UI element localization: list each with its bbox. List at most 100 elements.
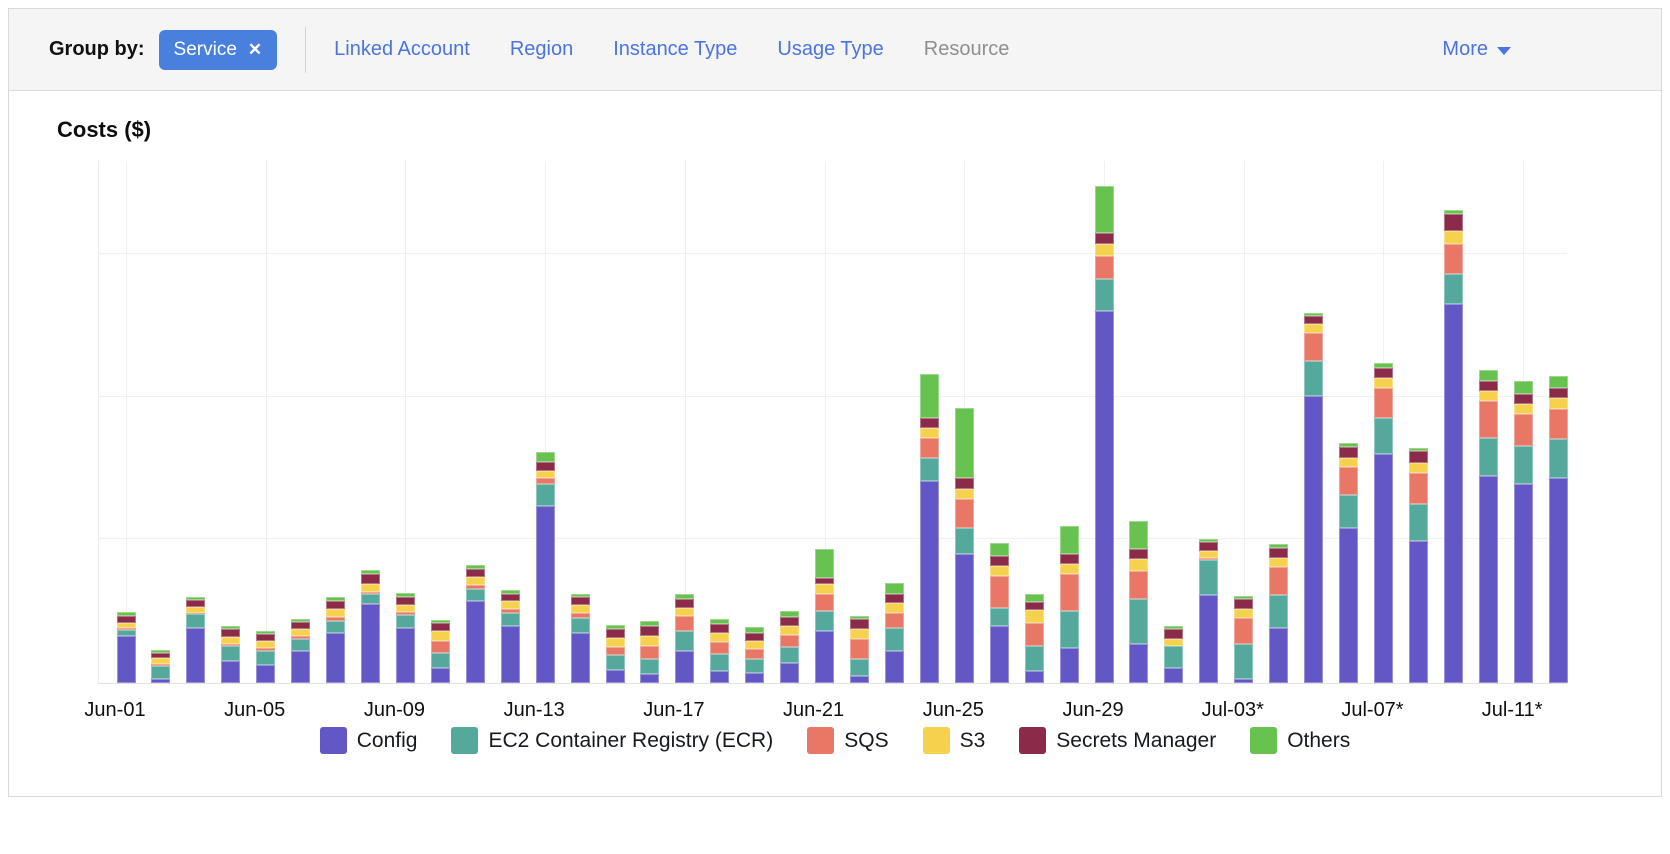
bar-segment-secrets-manager[interactable] [954,478,974,489]
bar-segment-s3[interactable] [815,584,835,594]
bar-segment-secrets-manager[interactable] [815,578,835,584]
bar-segment-ec2-container-registry-ecr-[interactable] [326,621,346,633]
bar-segment-secrets-manager[interactable] [1339,447,1359,458]
bar-segment-secrets-manager[interactable] [1478,381,1498,391]
bar-segment-others[interactable] [1059,526,1079,554]
bar-segment-others[interactable] [1304,313,1324,316]
bar-jun-27[interactable] [1024,594,1044,683]
bar-jun-30[interactable] [1129,521,1149,683]
bar-segment-s3[interactable] [465,577,485,585]
bar-segment-secrets-manager[interactable] [221,629,241,637]
bar-segment-ec2-container-registry-ecr-[interactable] [884,628,904,651]
bar-segment-ec2-container-registry-ecr-[interactable] [465,589,485,601]
bar-segment-others[interactable] [116,612,136,616]
bar-jun-26[interactable] [989,543,1009,683]
bar-segment-config[interactable] [116,636,136,683]
bar-segment-s3[interactable] [1024,610,1044,623]
bar-segment-sqs[interactable] [605,647,625,655]
bar-segment-config[interactable] [710,671,730,683]
bar-segment-secrets-manager[interactable] [1234,599,1254,609]
bar-segment-secrets-manager[interactable] [1304,316,1324,324]
bar-segment-ec2-container-registry-ecr-[interactable] [570,618,590,633]
bar-jun-18[interactable] [710,619,730,683]
bar-segment-config[interactable] [535,506,555,683]
bar-segment-sqs[interactable] [430,641,450,653]
bar-segment-config[interactable] [850,676,870,683]
bar-jul-06[interactable] [1339,443,1359,683]
bar-segment-ec2-container-registry-ecr-[interactable] [1443,274,1463,304]
bar-segment-config[interactable] [884,651,904,683]
bar-jun-01[interactable] [116,612,136,683]
bar-segment-ec2-container-registry-ecr-[interactable] [1478,438,1498,476]
bar-segment-sqs[interactable] [395,612,415,615]
bar-segment-ec2-container-registry-ecr-[interactable] [1094,279,1114,311]
bar-segment-secrets-manager[interactable] [151,653,171,658]
bar-segment-ec2-container-registry-ecr-[interactable] [221,646,241,661]
bar-segment-ec2-container-registry-ecr-[interactable] [395,615,415,628]
bar-segment-secrets-manager[interactable] [535,462,555,471]
bar-segment-secrets-manager[interactable] [1024,602,1044,610]
bar-segment-s3[interactable] [256,641,276,648]
bar-segment-config[interactable] [221,661,241,683]
bar-segment-ec2-container-registry-ecr-[interactable] [710,654,730,671]
bar-segment-ec2-container-registry-ecr-[interactable] [745,659,765,673]
bar-segment-sqs[interactable] [500,609,520,613]
bar-segment-sqs[interactable] [535,478,555,484]
bar-segment-others[interactable] [361,570,380,574]
bar-segment-s3[interactable] [500,601,520,609]
bar-segment-config[interactable] [1129,644,1149,683]
bar-segment-s3[interactable] [954,489,974,499]
bar-segment-others[interactable] [1548,376,1568,388]
bar-segment-others[interactable] [1373,363,1393,368]
bar-jul-02[interactable] [1199,539,1219,683]
bar-segment-secrets-manager[interactable] [1373,368,1393,378]
bar-jun-13[interactable] [535,452,555,683]
bar-segment-others[interactable] [256,631,276,634]
bar-segment-config[interactable] [500,626,520,683]
bar-jun-09[interactable] [395,593,415,683]
bar-segment-secrets-manager[interactable] [745,633,765,641]
bar-jun-05[interactable] [256,631,276,683]
bar-segment-others[interactable] [1408,448,1428,451]
bar-segment-config[interactable] [186,628,206,683]
bar-segment-ec2-container-registry-ecr-[interactable] [605,655,625,670]
bar-segment-s3[interactable] [1373,378,1393,388]
bar-segment-sqs[interactable] [1024,623,1044,646]
bar-segment-secrets-manager[interactable] [1164,629,1184,639]
group-option-region[interactable]: Region [509,38,574,60]
bar-segment-others[interactable] [500,590,520,594]
bar-segment-s3[interactable] [605,638,625,647]
bar-segment-secrets-manager[interactable] [1513,394,1533,404]
bar-jul-09[interactable] [1443,210,1463,683]
bar-segment-sqs[interactable] [780,635,800,647]
bar-segment-s3[interactable] [745,641,765,649]
bar-segment-sqs[interactable] [989,576,1009,608]
bar-segment-s3[interactable] [430,631,450,641]
bar-jun-10[interactable] [430,620,450,683]
bar-segment-others[interactable] [1513,381,1533,394]
bar-segment-ec2-container-registry-ecr-[interactable] [430,653,450,668]
bar-segment-others[interactable] [1339,443,1359,447]
bar-segment-s3[interactable] [186,607,206,613]
bar-segment-s3[interactable] [850,629,870,639]
bar-segment-s3[interactable] [780,626,800,635]
bar-jun-24[interactable] [919,374,939,683]
bar-segment-others[interactable] [780,611,800,617]
bar-segment-config[interactable] [1373,454,1393,683]
bar-jun-03[interactable] [186,597,206,683]
group-option-usage-type[interactable]: Usage Type [777,38,884,60]
bar-segment-others[interactable] [850,616,870,619]
bar-segment-sqs[interactable] [151,664,171,666]
bar-segment-secrets-manager[interactable] [605,629,625,638]
bar-segment-sqs[interactable] [1269,567,1289,595]
bar-segment-ec2-container-registry-ecr-[interactable] [1513,446,1533,484]
bar-jun-20[interactable] [780,611,800,683]
bar-segment-config[interactable] [1339,528,1359,683]
bar-segment-ec2-container-registry-ecr-[interactable] [1304,361,1324,396]
bar-segment-sqs[interactable] [1513,414,1533,446]
bar-segment-others[interactable] [675,594,695,599]
bar-segment-secrets-manager[interactable] [1199,542,1219,551]
bar-segment-others[interactable] [745,627,765,633]
bar-segment-secrets-manager[interactable] [1094,233,1114,244]
bar-segment-ec2-container-registry-ecr-[interactable] [675,631,695,651]
